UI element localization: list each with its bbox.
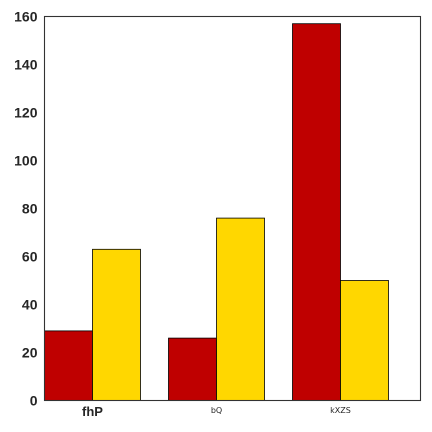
bar-fhP-series-1: [44, 330, 93, 401]
y-tick-label: 40: [22, 297, 38, 313]
y-tick-label: 80: [22, 201, 38, 217]
x-tick-label-kXZS: kXZS: [330, 406, 351, 415]
x-tick-label-bQ: bQ: [211, 406, 222, 415]
y-tick-label: 160: [14, 9, 38, 25]
bar-kXZS-series-2: [340, 280, 389, 401]
y-axis-ticks: 0 20 40 60 80 100 120 140 160: [14, 9, 38, 409]
bar-kXZS-series-1: [292, 23, 341, 401]
bars-group: [44, 23, 389, 401]
y-tick-label: 100: [14, 153, 38, 169]
x-axis-ticks: fhP bQ kXZS: [82, 404, 351, 419]
y-tick-label: 20: [22, 345, 38, 361]
y-tick-label: 0: [30, 393, 38, 409]
bar-bQ-series-2: [216, 217, 265, 401]
y-tick-label: 140: [14, 57, 38, 73]
y-tick-label: 60: [22, 249, 38, 265]
plot-frame: [43, 15, 422, 402]
bar-bQ-series-1: [168, 337, 217, 401]
y-tick-label: 120: [14, 105, 38, 121]
bar-fhP-series-2: [92, 248, 141, 401]
x-tick-label-fhP: fhP: [82, 404, 103, 419]
